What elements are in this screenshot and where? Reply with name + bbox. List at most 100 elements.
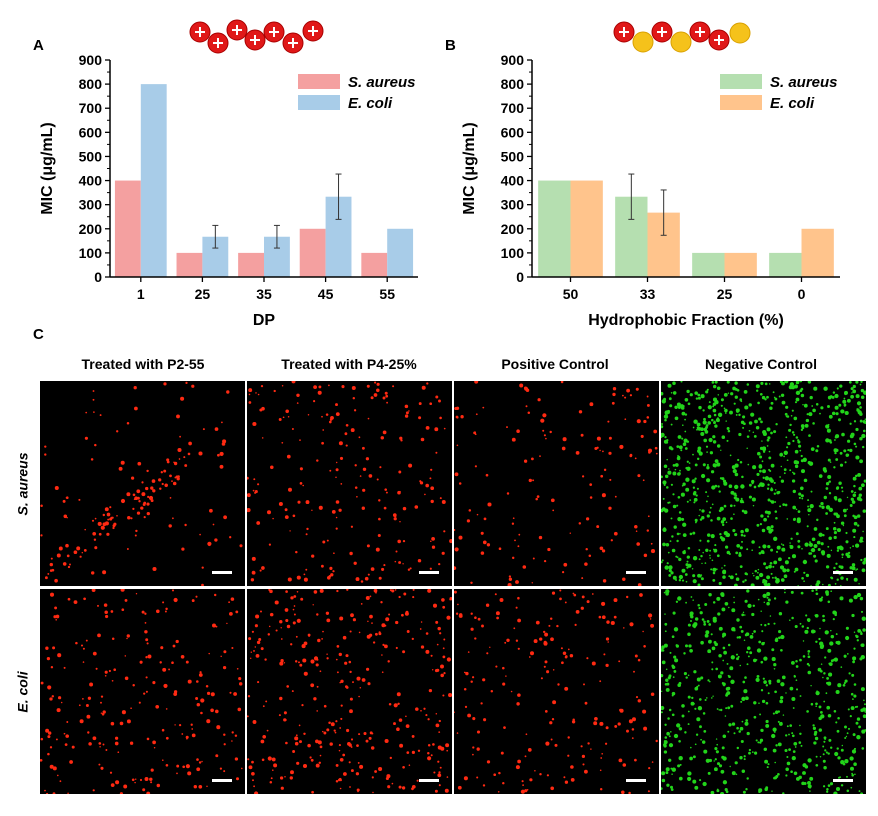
fluorescence-dots [40,381,243,587]
chart-b-y-axis-title: MIC (μg/mL) [461,122,478,214]
chart-a-bar-saureus-35 [238,252,264,277]
chart-a-y-tick-label: 300 [79,197,103,213]
fluorescence-dots [452,379,658,588]
fluorescence-dots [246,588,453,796]
chart-b-bar-ecoli-50 [570,180,603,277]
chart-a-bar-ecoli-55 [387,228,414,277]
chart-a-legend-swatch-1 [298,95,340,110]
chart-a-legend-swatch-0 [298,74,340,89]
chart-a-y-tick-label: 400 [79,173,103,189]
chart-a: 0 100 200 300 400 500 600 700 800 900 1 25 35 45 55 DP M… [39,19,418,329]
chart-a-bar-saureus-1 [114,180,141,277]
hydrophobic-bead-icon [729,22,751,44]
chart-b-y-tick-label: 600 [501,124,525,140]
chart-b-bar-saureus-25 [692,252,725,277]
chart-a-x-tick-label: 1 [137,286,145,302]
chart-b-y-tick-label: 0 [516,269,524,285]
row-label-e-coli-text: E. coli [15,670,32,713]
fluorescence-dots [246,379,454,583]
chart-a-x-tick-label: 35 [256,286,272,302]
chart-a-error-bar-3-1 [335,173,342,220]
fluorescence-dots [659,379,868,588]
chart-a-x-tick-label: 45 [318,286,334,302]
scale-bar [212,571,232,574]
scale-bar [419,779,439,782]
scale-bar [626,571,646,574]
chart-b-error-bar-1-1 [660,189,667,236]
chart-b-legend-swatch-1 [720,95,762,110]
column-title-positive-control: Positive Control [501,356,609,372]
chart-b-x-tick-label: 50 [563,286,579,302]
hydrophobic-bead-icon [670,31,692,53]
chart-a-bar-saureus-25 [176,252,203,277]
chart-a-x-tick-label: 55 [379,286,395,302]
chart-a-polymer-icon [189,19,324,54]
chart-b-bar-ecoli-25 [724,252,757,277]
scale-bar [626,779,646,782]
chart-b-y-tick-label: 500 [501,148,525,164]
chart-a-x-axis-title: DP [253,312,276,329]
chart-a-x-tick-label: 25 [195,286,211,302]
row-label-s-aureus-text: S. aureus [15,451,31,516]
chart-b-y-tick-label: 100 [501,245,525,261]
chart-a-y-tick-label: 700 [79,100,103,116]
chart-b-polymer-icon [613,21,751,53]
microscopy-image-e-coli-2 [246,588,453,796]
fluorescence-dots [453,589,658,795]
chart-b-x-axis-title: Hydrophobic Fraction (%) [588,312,784,329]
column-title-p4-25: Treated with P4-25% [281,356,417,372]
hydrophobic-bead-icon [632,31,654,53]
row-label-e-coli: E. coli [10,589,36,794]
chart-b-bar-saureus-50 [538,180,571,277]
chart-b-x-tick-label: 33 [640,286,656,302]
scale-bar [212,779,232,782]
chart-b-x-tick-label: 25 [717,286,733,302]
column-title-negative-control: Negative Control [704,356,817,372]
chart-b-error-bar-1-0 [628,173,635,220]
microscopy-image-s-aureus-2 [246,379,454,586]
row-label-s-aureus: S. aureus [10,381,36,586]
chart-a-y-tick-label: 500 [79,148,103,164]
chart-b-legend-label-0: S. aureus [770,74,838,91]
microscopy-grid [39,379,868,797]
chart-a-y-tick-label: 800 [79,76,103,92]
chart-b-x-tick-label: 0 [798,286,806,302]
chart-b-legend-swatch-0 [720,74,762,89]
microscopy-image-s-aureus-1 [40,381,245,587]
chart-a-bar-saureus-45 [299,228,326,277]
microscopy-image-s-aureus-4 [659,379,868,588]
chart-a-y-tick-label: 0 [94,269,102,285]
chart-a-bar-saureus-55 [361,252,388,277]
scale-bar [833,571,853,574]
chart-a-y-tick-label: 200 [79,221,103,237]
chart-a-y-tick-label: 600 [79,124,103,140]
chart-b-y-tick-label: 900 [501,52,525,68]
chart-a-error-bar-2-1 [273,224,280,249]
chart-b-legend-label-1: E. coli [770,95,815,112]
scale-bar [833,779,853,782]
chart-a-bar-ecoli-1 [140,84,167,277]
chart-a-legend-label-1: E. coli [348,95,393,112]
chart-b-y-tick-label: 700 [501,100,525,116]
microscopy-image-s-aureus-3 [452,379,659,588]
chart-a-y-tick-label: 900 [79,52,103,68]
microscopy-image-e-coli-4 [659,588,867,797]
panel-label-b: B [445,37,456,54]
chart-b-y-tick-label: 400 [501,173,525,189]
chart-b-bar-ecoli-0 [801,228,834,277]
chart-b-y-tick-label: 800 [501,76,525,92]
chart-b-y-tick-label: 300 [501,197,525,213]
microscopy-image-e-coli-3 [453,589,659,795]
fluorescence-dots [39,587,243,796]
panel-label-c: C [33,326,44,343]
chart-b-bar-saureus-0 [769,252,802,277]
chart-a-y-tick-label: 100 [79,245,103,261]
chart-a-error-bar-1-1 [212,224,219,249]
chart-b-y-tick-label: 200 [501,221,525,237]
chart-a-legend-label-0: S. aureus [348,74,416,91]
fluorescence-dots [659,588,867,797]
microscopy-image-e-coli-1 [39,587,245,796]
column-title-p2-55: Treated with P2-55 [81,356,205,372]
chart-b: 0 100 200 300 400 500 600 700 800 900 50 33 25 0 Hydro… [461,21,840,329]
